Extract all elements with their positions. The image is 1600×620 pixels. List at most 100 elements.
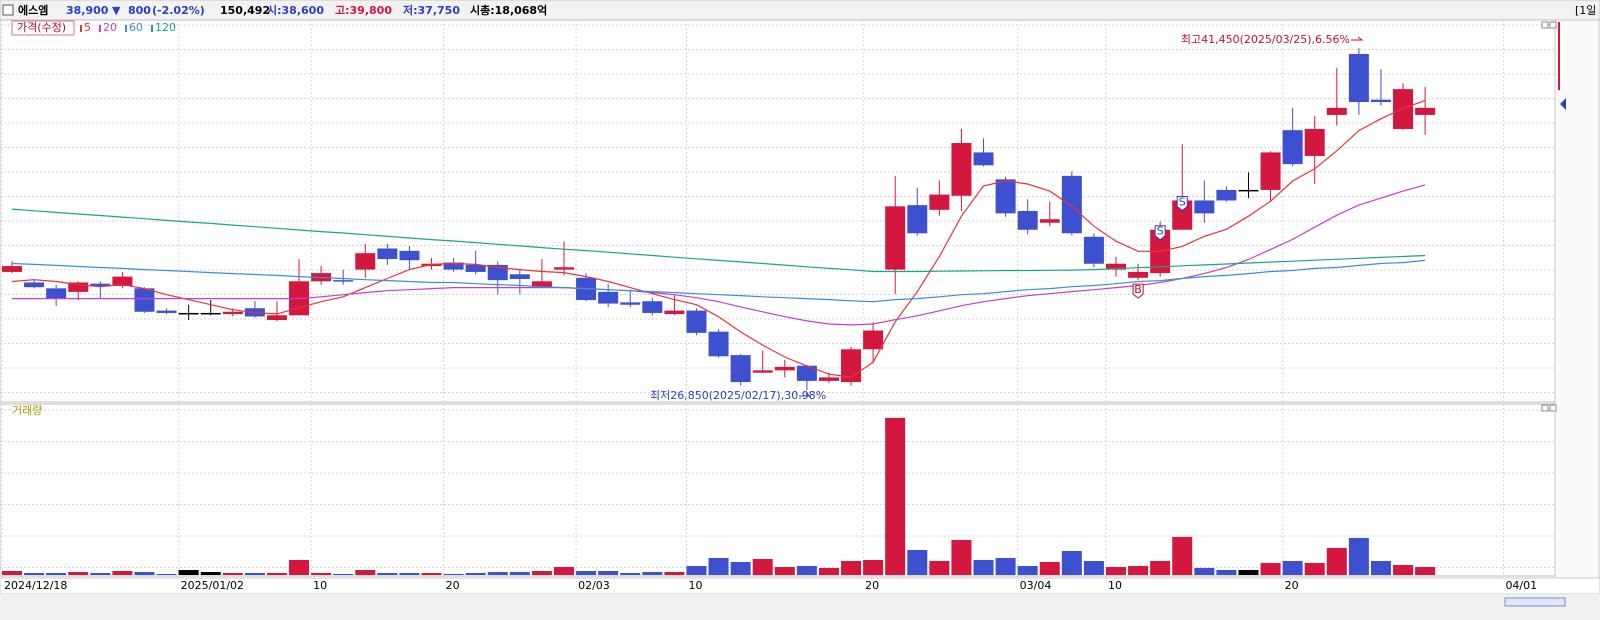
period[interactable]: [1일 <box>1575 3 1596 17</box>
volume-bar <box>1326 547 1347 575</box>
volume-bar <box>399 572 420 575</box>
candle-body <box>752 370 773 373</box>
change-pct: (-2.02%) <box>152 4 205 17</box>
ma-line <box>11 208 1426 273</box>
candle-body <box>664 310 685 315</box>
x-tick-label: 20 <box>446 579 460 592</box>
candle-body <box>112 276 133 286</box>
legend-box <box>11 20 75 36</box>
candle-body <box>333 280 354 282</box>
volume-bar <box>377 572 398 575</box>
low: 저:37,750 <box>403 3 460 17</box>
volume-bar <box>774 567 795 575</box>
volume-bar <box>951 539 972 575</box>
volume-bar <box>995 557 1016 575</box>
candle-body <box>487 264 508 281</box>
volume-bar <box>818 567 839 575</box>
candle-body <box>686 310 707 333</box>
candle-body <box>730 355 751 383</box>
x-tick-label: 10 <box>1108 579 1122 592</box>
legend-swatch <box>99 25 101 32</box>
volume-bar <box>1194 567 1215 575</box>
signal-label: B <box>1134 283 1142 296</box>
volume-bar <box>730 562 751 575</box>
legend-label: 120 <box>155 21 176 34</box>
volume-bar <box>178 569 199 575</box>
volume-bar <box>46 572 67 575</box>
volume-bar <box>465 572 486 575</box>
x-tick-label: 2025/01/02 <box>181 579 244 592</box>
candle-body <box>355 253 376 270</box>
candle-body <box>266 315 287 320</box>
price-panel <box>0 19 1556 403</box>
panel-button[interactable] <box>1541 404 1549 412</box>
signal-marker <box>1176 195 1188 212</box>
candle-body <box>1238 189 1259 192</box>
volume-bar <box>885 417 906 575</box>
volume-bar <box>355 569 376 575</box>
volume-bar <box>244 572 265 575</box>
volume-panel <box>0 403 1556 577</box>
volume-bar <box>1083 561 1104 575</box>
candle-body <box>885 206 906 270</box>
price: 38,900 <box>66 4 109 17</box>
volume-bar <box>68 572 89 575</box>
candle-body <box>907 205 928 234</box>
candle-body <box>1106 263 1126 270</box>
x-tick-label: 03/04 <box>1020 579 1052 592</box>
candle-body <box>818 377 839 381</box>
volume-bar <box>1017 566 1038 575</box>
volume-bar <box>1150 561 1171 575</box>
high: 고:39,800 <box>335 4 392 17</box>
x-tick-label: 02/03 <box>578 579 610 592</box>
stock-name: 에스엠 <box>18 3 48 17</box>
direction: ▼ <box>112 4 121 17</box>
volume-bar <box>1216 569 1237 575</box>
volume-bar <box>1260 562 1281 575</box>
min-arrow <box>799 392 812 397</box>
candle-body <box>951 143 972 196</box>
volume-bar <box>907 549 928 575</box>
volume-bar <box>531 571 552 575</box>
current-price-arrow <box>1560 98 1566 110</box>
market-cap: 시총:18,068억 <box>470 3 547 17</box>
panel-button[interactable] <box>1549 21 1557 29</box>
candle-body <box>620 302 641 305</box>
candle-body <box>973 152 994 166</box>
ma-line <box>12 184 1426 326</box>
candle-body <box>554 267 574 270</box>
volume-bar <box>642 572 663 575</box>
scrollbar[interactable] <box>1504 597 1566 607</box>
volume-bar <box>1039 562 1060 575</box>
candle-body <box>1282 130 1303 165</box>
volume-bar <box>2 571 22 575</box>
legend: 5 20 60 120 <box>80 21 176 34</box>
candle-body <box>1061 175 1082 234</box>
volume-bar <box>863 559 884 575</box>
volume-bar <box>929 561 950 575</box>
x-tick-label: 10 <box>313 579 327 592</box>
volume-bar <box>1238 569 1259 575</box>
legend-title: 가격(수정) <box>17 21 66 34</box>
panel-button[interactable] <box>1549 404 1557 412</box>
volume-bar <box>554 567 574 575</box>
x-tick-label: 10 <box>688 579 702 592</box>
volume-bar <box>134 572 155 575</box>
candle-body <box>1039 219 1060 223</box>
candle-body <box>1415 107 1436 115</box>
volume-bar <box>1348 537 1369 575</box>
volume-bar <box>1172 536 1193 575</box>
volume-bar <box>708 557 729 575</box>
volume-bar <box>576 571 597 575</box>
candle-body <box>1128 271 1149 278</box>
volume-bar <box>1415 566 1436 575</box>
signal-label: S <box>1157 225 1164 238</box>
x-tick-label: 04/01 <box>1505 579 1537 592</box>
panel-button[interactable] <box>1541 21 1549 29</box>
scroll-area <box>0 594 1600 620</box>
volume-bar <box>1128 566 1149 575</box>
candle-body <box>1260 152 1281 190</box>
volume-bar <box>841 561 862 575</box>
checkbox[interactable] <box>2 4 14 16</box>
